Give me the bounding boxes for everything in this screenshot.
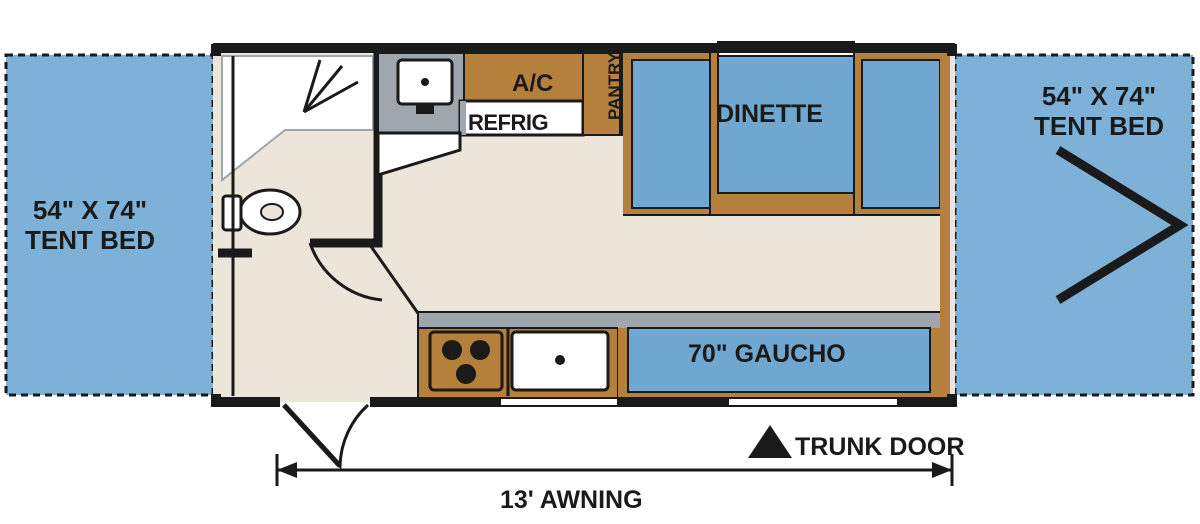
entry-door-leaf — [284, 405, 340, 466]
kitchen-countertop — [418, 312, 626, 328]
kitchen-drain — [555, 355, 565, 365]
faucet — [416, 104, 434, 114]
dinette-seat-left — [632, 60, 710, 208]
trunk-door-slot — [728, 398, 898, 406]
sink-drain — [421, 78, 429, 86]
label-refrig: REFRIG — [468, 110, 548, 135]
trunk-door-marker — [748, 425, 792, 458]
label-ac: A/C — [512, 70, 553, 98]
entry-door-swing — [284, 405, 368, 466]
label-pantry: PANTRY — [605, 52, 625, 120]
arrowhead-right — [932, 462, 952, 478]
label-left-tent: 54" X 74" TENT BED — [25, 196, 155, 256]
label-right-tent: 54" X 74" TENT BED — [1034, 82, 1164, 142]
window-bottom — [500, 398, 618, 406]
dinette-seat-right — [862, 60, 940, 208]
floorplan-canvas: 54" X 74" TENT BED 54" X 74" TENT BED A/… — [0, 0, 1200, 519]
burner — [470, 340, 490, 360]
floorplan-svg — [0, 0, 1200, 519]
burner — [456, 364, 476, 384]
fridge-hinge — [460, 101, 466, 135]
gaucho-gray — [618, 312, 940, 328]
toilet-seat — [261, 204, 283, 220]
label-awning: 13' AWNING — [500, 486, 643, 515]
label-gaucho: 70" GAUCHO — [688, 340, 846, 369]
right-cabinet-edge — [940, 53, 950, 397]
burner — [442, 340, 462, 360]
arrowhead-left — [277, 462, 297, 478]
label-trunk-door: TRUNK DOOR — [795, 433, 964, 462]
label-dinette: DINETTE — [716, 100, 823, 129]
